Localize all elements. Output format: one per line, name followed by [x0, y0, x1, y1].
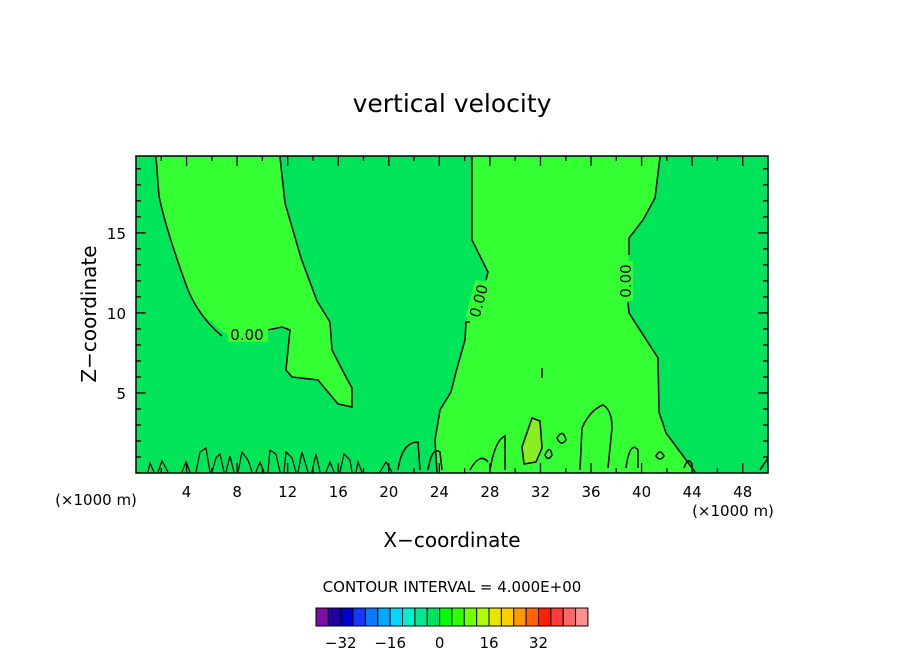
x-axis-label: X−coordinate [383, 528, 520, 552]
colorbar-cell [315, 607, 329, 627]
colorbar-cell [340, 607, 354, 627]
x-tick-label: 40 [632, 483, 651, 501]
colorbar-cell [352, 607, 366, 627]
colorbar-cell [500, 607, 515, 627]
positive-region-left [156, 157, 352, 407]
x-tick-label: 8 [232, 483, 242, 501]
colorbar-cell [389, 607, 404, 627]
bottom-wiggle-contours [147, 446, 393, 473]
colorbar-tick-label: −16 [374, 634, 406, 652]
zero-contour-left [155, 156, 353, 408]
colorbar-cell [575, 607, 589, 627]
x-tick-label: 36 [581, 483, 600, 501]
strong-positive-contour [521, 417, 543, 465]
colorbar-cell [476, 607, 490, 627]
x-tick-label: 48 [733, 483, 752, 501]
x-tick-label: 32 [531, 483, 550, 501]
plot-frame [135, 155, 769, 474]
x-tick-label: 4 [182, 483, 192, 501]
contour-label-left: 0.00 [230, 326, 263, 344]
contour-label-right: 0.00 [617, 264, 635, 297]
colorbar-cell [327, 607, 342, 627]
x-unit-left: (×1000 m) [55, 491, 137, 509]
y-tick-label: 10 [107, 305, 126, 323]
colorbar-cell [439, 607, 453, 627]
contour-interval-text: CONTOUR INTERVAL = 4.000E+00 [323, 578, 582, 596]
colorbar-tick-labels: −32 −16 0 16 32 [325, 634, 548, 652]
y-tick-label: 5 [116, 385, 126, 403]
colorbar-cell [550, 607, 564, 627]
colorbar-cell [414, 607, 428, 627]
colorbar-cell [525, 607, 539, 627]
colorbar-tick-label: 32 [529, 634, 548, 652]
colorbar-tick-label: −32 [325, 634, 357, 652]
x-tick-label: 16 [329, 483, 348, 501]
colorbar-cell [402, 607, 416, 627]
x-tick-label: 20 [379, 483, 398, 501]
colorbar [315, 607, 589, 627]
zero-contour-right [627, 156, 696, 473]
x-tick-label: 44 [683, 483, 702, 501]
colorbar-tick-label: 16 [479, 634, 498, 652]
chart-title: vertical velocity [353, 89, 552, 118]
strong-positive-region [522, 418, 542, 464]
colorbar-cell [488, 607, 502, 627]
small-contour-loops [397, 368, 769, 471]
x-tick-label: 28 [480, 483, 499, 501]
zero-contour-center [434, 157, 489, 473]
y-axis-ticks: 5 10 15 [107, 168, 768, 458]
colorbar-cell [463, 607, 478, 627]
colorbar-cell [451, 607, 465, 627]
colorbar-cell [513, 607, 527, 627]
x-unit-right: (×1000 m) [692, 502, 774, 520]
colorbar-tick-label: 0 [435, 634, 445, 652]
y-axis-label: Z−coordinate [77, 245, 101, 382]
colorbar-cell [364, 607, 379, 627]
contour-fills [136, 156, 768, 473]
colorbar-cell [377, 607, 391, 627]
x-tick-label: 24 [430, 483, 449, 501]
y-tick-label: 15 [107, 225, 126, 243]
colorbar-cell [537, 607, 552, 627]
x-tick-label: 12 [278, 483, 297, 501]
x-axis-ticks: 4 8 12 16 20 24 28 32 36 40 44 48 [160, 156, 752, 501]
colorbar-cell [426, 607, 441, 627]
contour-lines [147, 156, 769, 473]
colorbar-cell [562, 607, 577, 627]
